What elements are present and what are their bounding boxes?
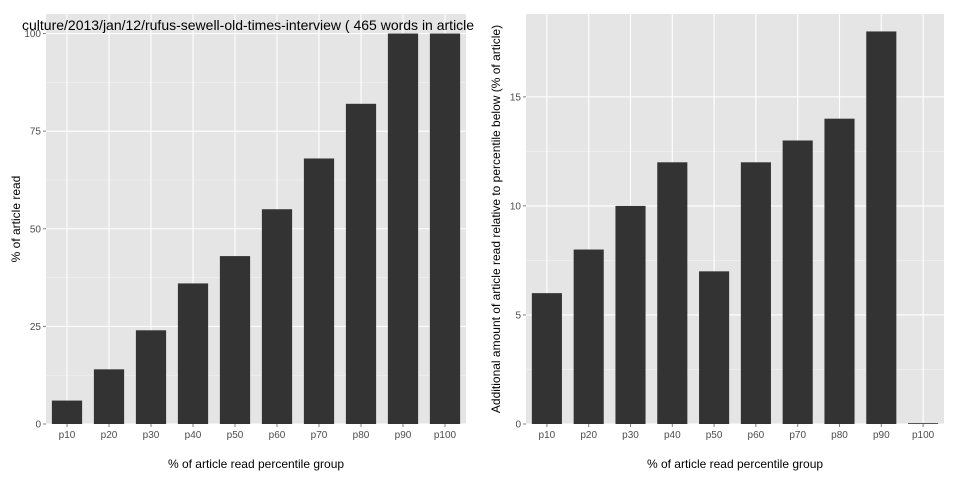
x-tick-label: p70 <box>311 430 328 441</box>
x-tick-label: p90 <box>873 430 890 441</box>
y-tick-label: 100 <box>24 29 41 40</box>
right-bar-chart: 0 5 10 15 p10 p20 p30 p40 p50 p60 p70 p80 p90 p100 % o… <box>489 14 944 471</box>
bar-p80 <box>824 118 855 425</box>
y-tick-label: 15 <box>510 92 522 103</box>
y-tick-label: 5 <box>515 310 521 321</box>
x-tick-label: p40 <box>664 430 681 441</box>
x-tick-label: p60 <box>269 430 286 441</box>
bar-p30 <box>135 330 167 424</box>
y-tick-label: 25 <box>30 322 42 333</box>
bar-p10 <box>51 400 83 424</box>
bar-p80 <box>345 103 377 425</box>
x-tick-label: p50 <box>706 430 723 441</box>
y-tick-label: 0 <box>35 420 41 431</box>
bar-p30 <box>615 205 646 424</box>
bar-p70 <box>782 140 813 424</box>
bar-p70 <box>303 158 335 424</box>
x-axis-title: % of article read percentile group <box>168 457 344 471</box>
y-tick-label: 10 <box>510 201 522 212</box>
y-tick-label: 50 <box>30 224 42 235</box>
bar-p90 <box>866 31 897 424</box>
y-axis-title: Additional amount of article read relati… <box>489 25 503 413</box>
chart-title: culture/2013/jan/12/rufus-sewell-old-tim… <box>22 17 474 33</box>
x-tick-label: p30 <box>143 430 160 441</box>
x-tick-label: p70 <box>789 430 806 441</box>
x-tick-label: p30 <box>622 430 639 441</box>
bar-p40 <box>177 283 209 424</box>
x-tick-label: p60 <box>748 430 765 441</box>
bar-p40 <box>657 162 688 425</box>
x-axis-title: % of article read percentile group <box>647 457 823 471</box>
bar-p60 <box>261 209 293 424</box>
bar-p100 <box>908 423 939 424</box>
x-tick-label: p80 <box>353 430 370 441</box>
bar-p50 <box>699 271 730 424</box>
y-axis-title: % of article read <box>9 176 23 263</box>
bar-p60 <box>740 162 771 425</box>
y-tick-label: 75 <box>30 127 42 138</box>
x-tick-label: p10 <box>539 430 556 441</box>
x-tick-label: p40 <box>185 430 202 441</box>
bar-p20 <box>93 369 125 424</box>
x-tick-label: p20 <box>580 430 597 441</box>
x-tick-label: p10 <box>59 430 76 441</box>
x-tick-label: p50 <box>227 430 244 441</box>
x-tick-label: p100 <box>434 430 457 441</box>
x-tick-label: p90 <box>395 430 412 441</box>
bar-p20 <box>573 249 604 424</box>
bar-p100 <box>429 33 461 425</box>
bar-p90 <box>387 33 419 425</box>
x-tick-label: p100 <box>912 430 935 441</box>
bar-p10 <box>531 293 562 424</box>
x-tick-label: p20 <box>101 430 118 441</box>
bar-p50 <box>219 256 251 424</box>
left-bar-chart: 0 25 50 75 100 p10 p20 p30 p40 p50 p60 p70 p80 p90 p10… <box>9 14 474 471</box>
y-tick-label: 0 <box>515 420 521 431</box>
x-tick-label: p80 <box>831 430 848 441</box>
